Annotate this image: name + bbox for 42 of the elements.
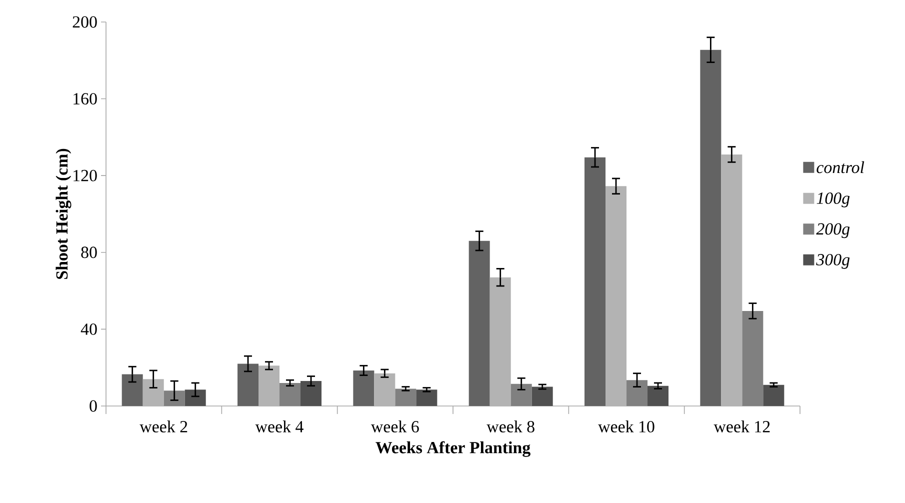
bar (763, 384, 784, 406)
bar (510, 384, 532, 406)
legend-label: control (816, 161, 864, 174)
y-tick-label: 40 (80, 323, 97, 335)
bar (395, 388, 416, 406)
bar (584, 157, 606, 406)
x-tick-label: week 12 (714, 420, 770, 432)
y-tick-label: 120 (74, 170, 97, 182)
bar (490, 277, 511, 406)
y-axis-title: Shoot Height (cm) (56, 148, 72, 279)
bar (700, 50, 722, 406)
y-tick-label: 160 (74, 93, 97, 105)
bar (721, 154, 742, 406)
bar (468, 240, 490, 406)
bar (626, 380, 648, 406)
bar (280, 382, 301, 406)
bar (238, 364, 259, 406)
bar (532, 386, 553, 406)
x-axis-title: Weeks After Planting (376, 441, 530, 457)
y-tick-label: 200 (72, 16, 97, 28)
bar (142, 379, 164, 406)
y-tick-label: 0 (90, 400, 97, 412)
x-tick-label: week 6 (370, 420, 419, 432)
legend-label: 300g (816, 254, 850, 269)
bar (184, 390, 206, 406)
bar (122, 374, 143, 406)
bar (374, 373, 396, 406)
bar (258, 366, 280, 406)
bar (648, 386, 669, 406)
bar (606, 186, 627, 406)
legend-label: 100g (816, 192, 850, 208)
bar (742, 310, 764, 406)
bar (416, 390, 438, 406)
legend-label: 200g (816, 223, 850, 238)
x-tick-label: week 10 (598, 420, 654, 432)
bar (164, 390, 185, 406)
x-tick-label: week 2 (140, 420, 188, 432)
bar (353, 370, 374, 406)
y-tick-label: 80 (81, 246, 97, 258)
x-tick-label: week 8 (486, 420, 534, 432)
x-tick-label: week 4 (255, 420, 304, 432)
bar (300, 381, 322, 406)
